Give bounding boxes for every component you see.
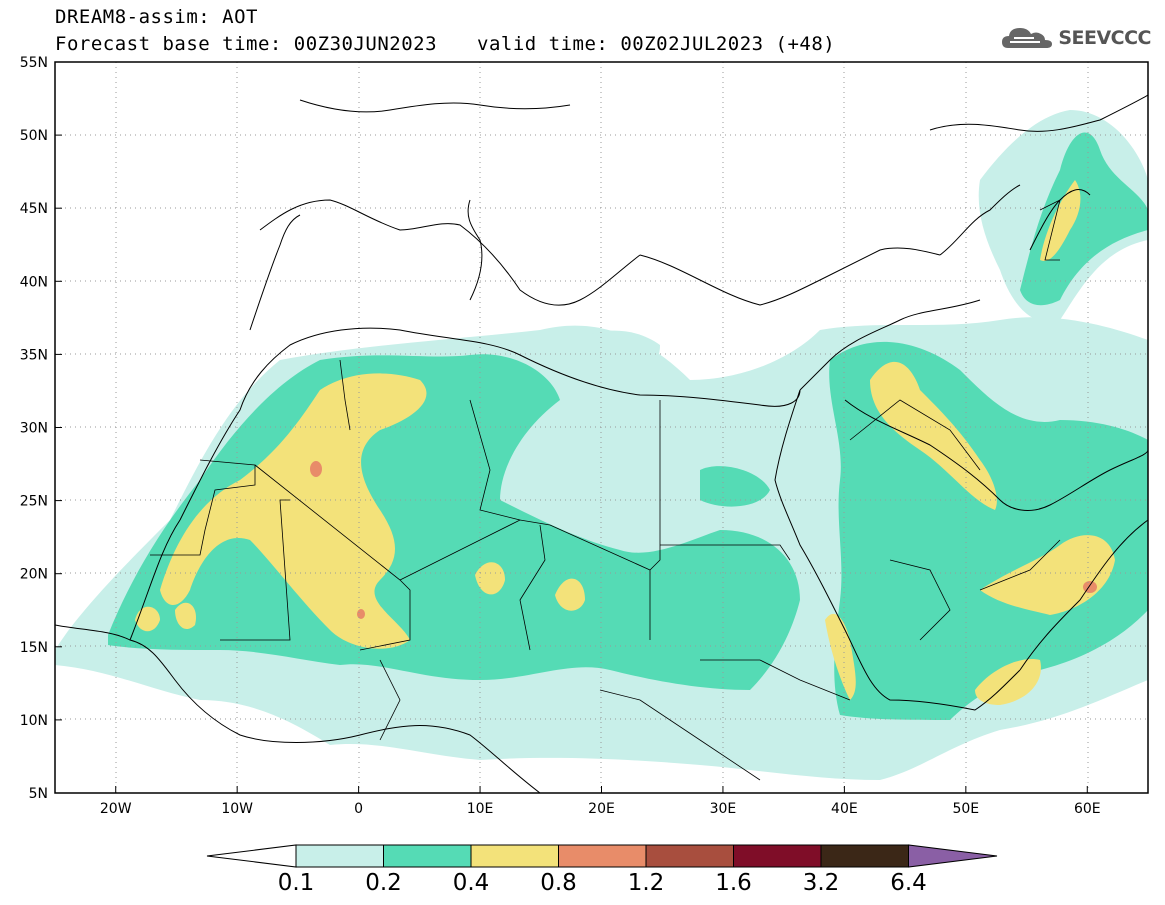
country-borders	[150, 199, 1061, 781]
cloud-icon	[1002, 28, 1053, 48]
colorbar-label: 0.2	[365, 870, 402, 896]
lon-label: 30E	[710, 801, 737, 817]
colorbar-box	[383, 844, 472, 868]
lat-label: 5N	[29, 786, 48, 802]
lat-label: 25N	[20, 494, 48, 510]
colorbar-label: 3.2	[802, 870, 840, 896]
aot-level-0.4	[135, 180, 1115, 705]
lat-label: 35N	[20, 347, 48, 363]
lon-label: 50E	[952, 801, 979, 817]
time-info: Forecast base time: 00Z30JUN2023 valid ti…	[55, 33, 835, 55]
logo-text: SEEVCCC	[1058, 27, 1151, 49]
colorbar-under-arrow	[206, 844, 297, 868]
map-title: DREAM8-assim: AOT	[55, 6, 258, 28]
lon-label: 20E	[588, 801, 615, 817]
aot-level-0.8	[310, 461, 1097, 619]
lat-label: 50N	[20, 128, 48, 144]
lon-label: 20W	[100, 801, 132, 817]
latitude-axis: 55N 50N 45N 40N 35N 30N 25N 20N 15N 10N 5N	[20, 55, 62, 802]
lon-label: 0	[354, 801, 363, 817]
colorbar-box	[470, 844, 559, 868]
lat-label: 55N	[20, 55, 48, 71]
lon-label: 10E	[467, 801, 494, 817]
lon-label: 60E	[1074, 801, 1101, 817]
longitude-axis: 20W 10W 0 10E 20E 30E 40E 50E 60E	[100, 786, 1101, 817]
colorbar-label: 0.1	[277, 870, 315, 896]
forecast-base-time: Forecast base time: 00Z30JUN2023	[55, 33, 438, 55]
colorbar-box	[295, 844, 384, 868]
lon-label: 40E	[831, 801, 858, 817]
map-gridlines	[55, 62, 1148, 793]
colorbar-label: 1.6	[715, 870, 752, 896]
colorbar-label: 0.4	[452, 870, 490, 896]
lat-label: 20N	[20, 567, 48, 583]
lat-label: 40N	[20, 274, 48, 290]
colorbar-box	[558, 844, 647, 868]
seevccc-logo: SEEVCCC	[1000, 24, 1151, 52]
valid-time: valid time: 00Z02JUL2023 (+48)	[477, 33, 836, 55]
lat-label: 10N	[20, 713, 48, 729]
colorbar-box	[645, 844, 734, 868]
lat-label: 15N	[20, 640, 48, 656]
colorbar-box	[733, 844, 822, 868]
colorbar-label: 0.8	[540, 870, 577, 896]
colorbar	[206, 844, 998, 868]
colorbar-label: 6.4	[890, 870, 927, 896]
colorbar-label: 1.2	[627, 870, 665, 896]
lat-label: 45N	[20, 201, 48, 217]
lat-label: 30N	[20, 421, 48, 437]
lon-label: 10W	[221, 801, 253, 817]
colorbar-over-arrow	[908, 844, 998, 868]
colorbar-box	[820, 844, 909, 868]
